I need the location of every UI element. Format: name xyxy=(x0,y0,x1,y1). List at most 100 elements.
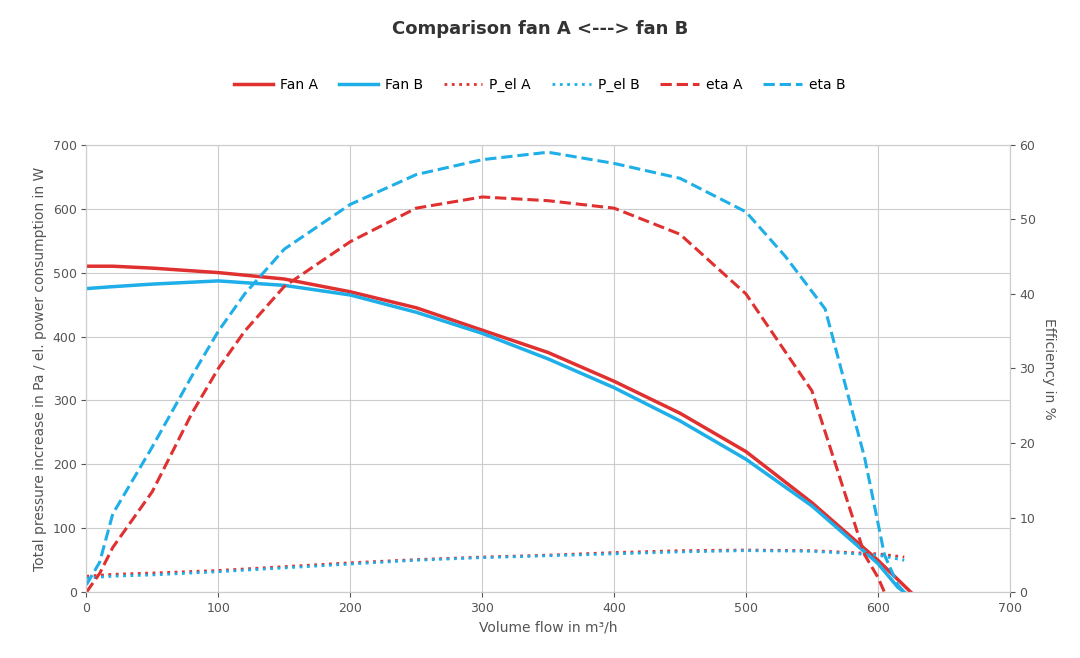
eta B xyxy=(608,159,621,167)
Fan B xyxy=(891,583,904,591)
P_el A xyxy=(674,547,687,555)
eta B xyxy=(106,510,119,518)
eta A xyxy=(859,551,872,559)
P_el B xyxy=(891,555,904,563)
Fan A xyxy=(904,588,917,596)
P_el B xyxy=(542,552,555,560)
Fan A xyxy=(343,288,356,295)
eta B xyxy=(278,245,291,253)
eta A xyxy=(542,197,555,205)
Fan B xyxy=(212,277,225,285)
eta B xyxy=(859,454,872,462)
P_el A xyxy=(80,572,93,580)
Fan B xyxy=(80,285,93,293)
Y-axis label: Total pressure increase in Pa / el. power consumption in W: Total pressure increase in Pa / el. powe… xyxy=(33,166,48,570)
Text: Comparison fan A <---> fan B: Comparison fan A <---> fan B xyxy=(392,20,688,38)
eta A xyxy=(93,570,106,578)
Fan A xyxy=(542,349,555,357)
P_el A xyxy=(806,547,819,555)
P_el B xyxy=(806,547,819,555)
eta A xyxy=(740,290,753,298)
Fan B xyxy=(278,282,291,290)
Line: Fan B: Fan B xyxy=(86,281,904,592)
eta B xyxy=(779,253,792,261)
eta A xyxy=(146,488,159,495)
eta A xyxy=(806,387,819,395)
Fan A xyxy=(146,264,159,272)
Fan B xyxy=(146,280,159,288)
Fan A xyxy=(806,499,819,507)
P_el A xyxy=(146,569,159,577)
eta A xyxy=(239,327,252,335)
eta B xyxy=(891,581,904,589)
Fan A xyxy=(897,582,910,590)
eta B xyxy=(674,174,687,182)
P_el A xyxy=(608,549,621,557)
P_el A xyxy=(106,570,119,578)
Line: Fan A: Fan A xyxy=(86,266,910,592)
P_el B xyxy=(897,556,910,564)
P_el A xyxy=(212,567,225,574)
Fan B xyxy=(674,417,687,425)
Line: P_el B: P_el B xyxy=(86,551,904,578)
eta B xyxy=(239,290,252,298)
Fan B xyxy=(740,455,753,463)
P_el B xyxy=(343,560,356,568)
P_el A xyxy=(897,553,910,561)
Fan B xyxy=(542,355,555,363)
eta B xyxy=(475,156,488,164)
eta B xyxy=(80,581,93,589)
eta A xyxy=(278,282,291,290)
Fan A xyxy=(872,556,885,564)
eta B xyxy=(542,148,555,156)
eta A xyxy=(872,573,885,581)
eta A xyxy=(186,409,199,417)
Line: P_el A: P_el A xyxy=(86,550,904,576)
P_el A xyxy=(542,551,555,559)
eta B xyxy=(897,588,910,596)
Fan B xyxy=(608,384,621,392)
eta B xyxy=(878,551,891,559)
Fan A xyxy=(740,447,753,455)
Y-axis label: Efficiency in %: Efficiency in % xyxy=(1042,318,1056,419)
eta A xyxy=(212,365,225,372)
Fan A xyxy=(212,268,225,276)
eta B xyxy=(212,327,225,335)
Fan B xyxy=(806,502,819,510)
eta B xyxy=(740,208,753,216)
P_el A xyxy=(872,550,885,558)
Fan A xyxy=(674,409,687,417)
Fan A xyxy=(278,275,291,283)
Line: eta A: eta A xyxy=(86,197,885,592)
Fan B xyxy=(106,283,119,291)
P_el B xyxy=(475,554,488,562)
P_el B xyxy=(872,551,885,559)
eta A xyxy=(106,544,119,551)
eta A xyxy=(475,193,488,201)
Fan A xyxy=(409,304,422,312)
X-axis label: Volume flow in m³/h: Volume flow in m³/h xyxy=(478,620,618,634)
eta A xyxy=(80,588,93,596)
P_el B xyxy=(80,574,93,582)
P_el A xyxy=(740,546,753,554)
P_el A xyxy=(409,555,422,563)
eta A xyxy=(878,588,891,596)
Fan B xyxy=(343,291,356,299)
Fan B xyxy=(897,588,910,596)
P_el A xyxy=(278,563,291,570)
Fan B xyxy=(475,330,488,338)
Fan A xyxy=(608,377,621,385)
P_el B xyxy=(674,548,687,556)
Fan A xyxy=(475,326,488,334)
eta A xyxy=(674,230,687,238)
Fan B xyxy=(872,559,885,567)
P_el B xyxy=(212,568,225,576)
P_el B xyxy=(740,547,753,555)
Fan B xyxy=(409,309,422,316)
P_el A xyxy=(475,553,488,561)
eta A xyxy=(343,238,356,245)
eta B xyxy=(819,305,832,313)
eta B xyxy=(409,170,422,178)
P_el B xyxy=(608,550,621,558)
Fan A xyxy=(106,263,119,270)
